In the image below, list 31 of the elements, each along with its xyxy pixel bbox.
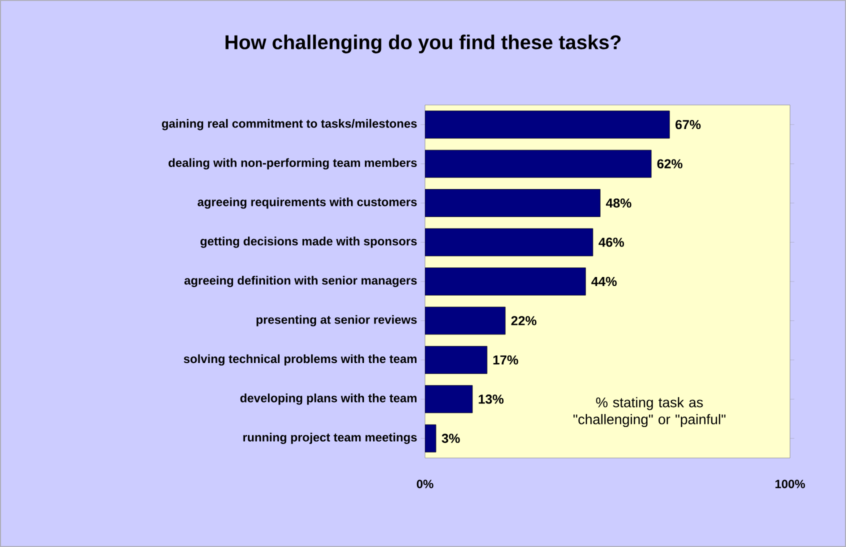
bar — [425, 189, 600, 217]
x-tick-label: 0% — [416, 480, 434, 488]
data-label: 62% — [657, 159, 682, 168]
bar — [425, 268, 586, 296]
bar — [425, 228, 594, 256]
y-tick-label: getting decisions made with sponsors — [200, 236, 417, 248]
data-label: 22% — [511, 316, 536, 326]
y-tick-label: running project team meetings — [243, 432, 417, 444]
bar — [425, 346, 488, 374]
data-label: 46% — [598, 238, 624, 247]
data-label: 13% — [478, 394, 504, 404]
bar — [425, 110, 670, 139]
x-tick-label: 100% — [775, 480, 805, 488]
data-label: 67% — [676, 120, 701, 130]
y-tick-label: solving technical problems with the team — [184, 354, 416, 366]
y-tick-label: gaining real commitment to tasks/milestones — [162, 119, 417, 130]
bar — [425, 385, 473, 414]
data-label: 48% — [606, 198, 632, 208]
bar — [425, 306, 506, 335]
y-tick-label: dealing with non-performing team members — [168, 158, 417, 170]
data-label: 3% — [442, 434, 460, 443]
annotation: % stating task as "challenging" or "painful" — [573, 397, 726, 428]
y-tick-label: agreeing definition with senior managers — [184, 276, 417, 288]
y-tick-label: developing plans with the team — [240, 394, 417, 405]
bar — [425, 424, 436, 452]
y-tick-label: agreeing requirements with customers — [198, 197, 417, 209]
bar — [425, 150, 652, 178]
data-label: 17% — [493, 355, 518, 364]
y-tick-label: presenting at senior reviews — [256, 315, 417, 326]
chart-title: How challenging do you find these tasks? — [226, 34, 621, 54]
data-label: 44% — [591, 276, 617, 286]
